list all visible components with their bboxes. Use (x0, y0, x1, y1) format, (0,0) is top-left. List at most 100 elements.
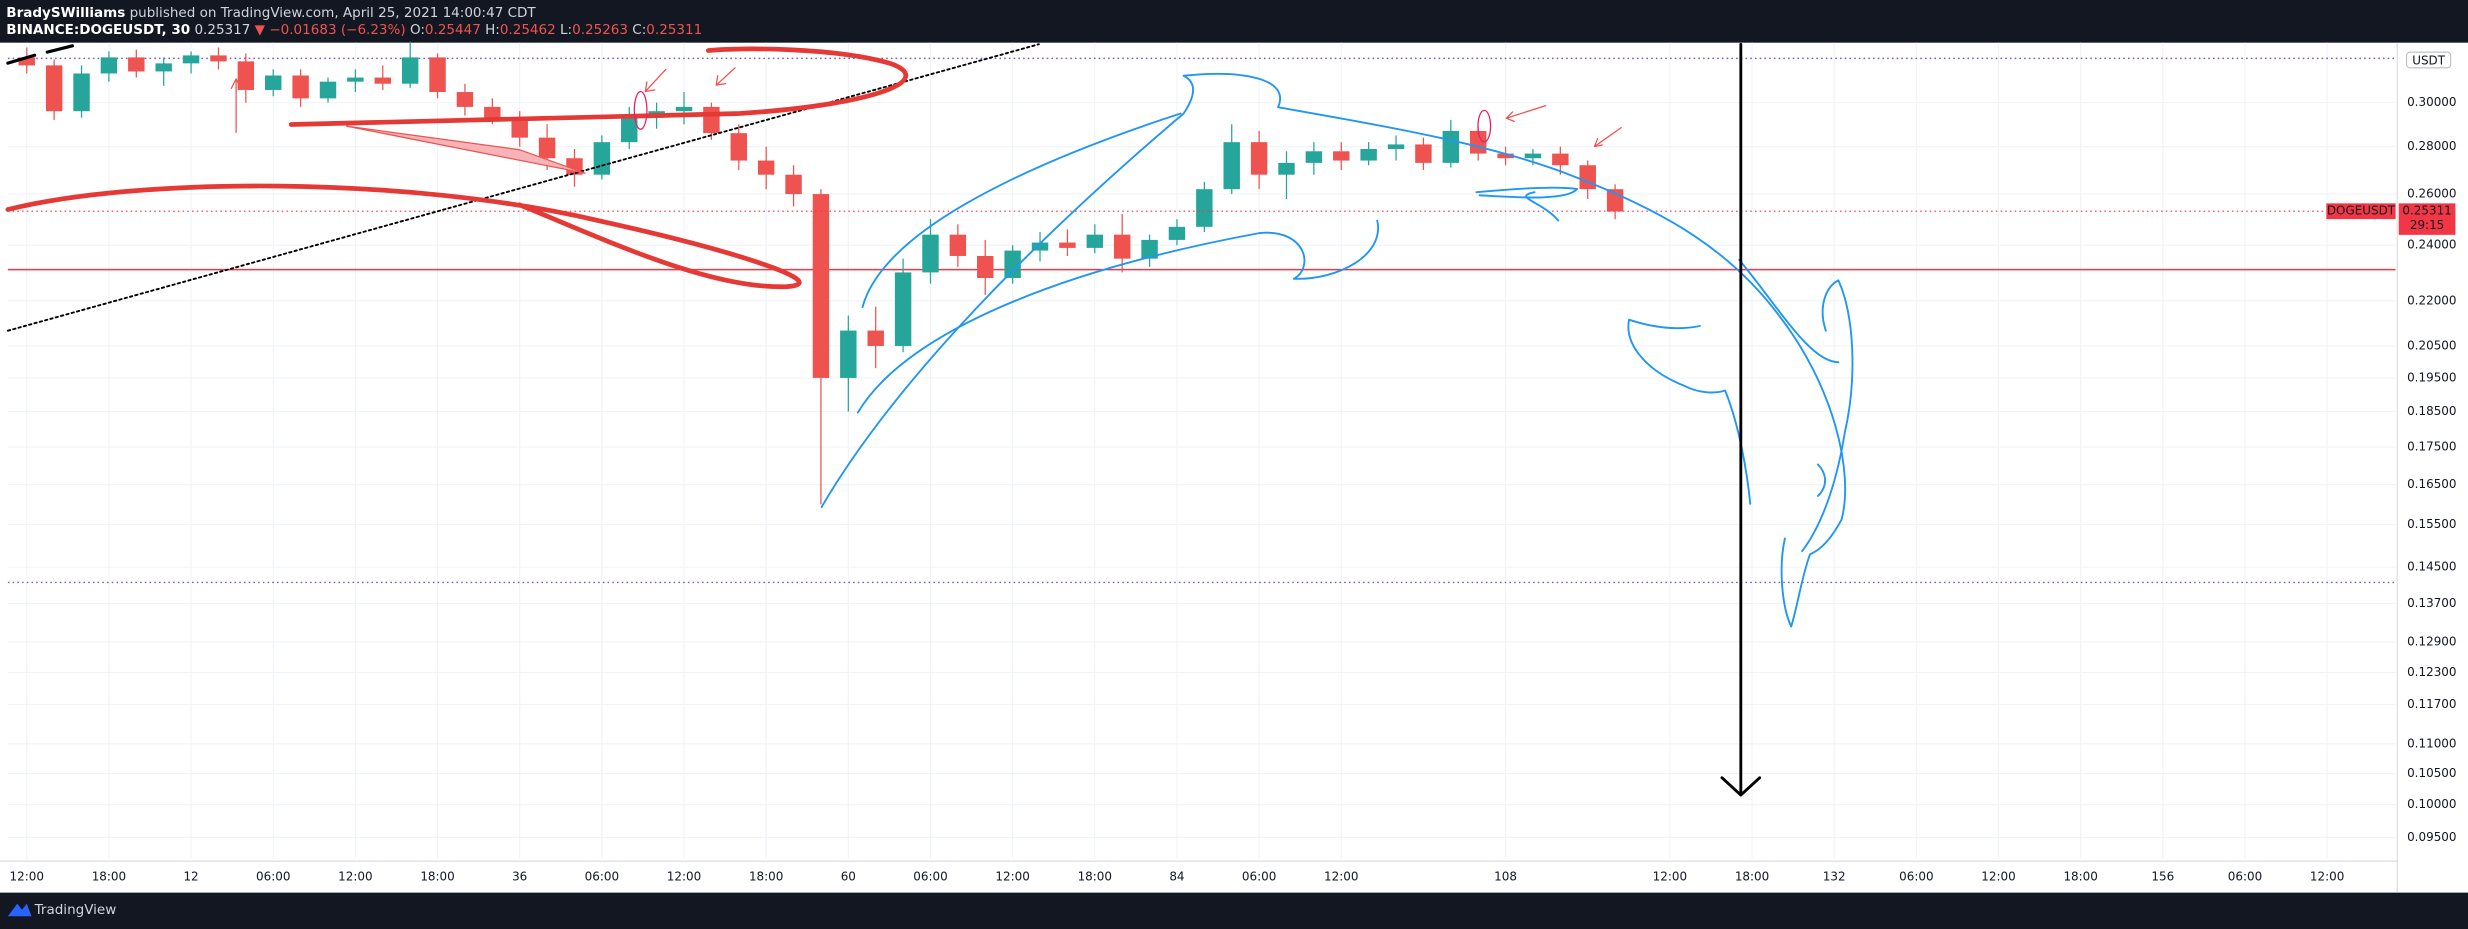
x-tick-label: 06:00 (256, 869, 290, 883)
candle-body (1360, 148, 1377, 161)
x-tick-label: 156 (2151, 869, 2174, 883)
candle-body (1278, 162, 1295, 175)
o-label: O: (410, 22, 425, 38)
x-tick-label: 12:00 (1981, 869, 2015, 883)
header-line-1: BradySWilliams published on TradingView.… (6, 5, 536, 21)
y-tick-label: 0.20500 (2407, 338, 2456, 352)
x-tick-label: 36 (512, 869, 527, 883)
candle-body (1031, 242, 1049, 251)
candle-body (1113, 234, 1131, 259)
candle-body (374, 77, 391, 84)
candle-body (1223, 142, 1240, 190)
candle-body (1196, 189, 1213, 227)
author: BradySWilliams (6, 5, 125, 21)
candle-body (210, 55, 227, 62)
x-tick-label: 108 (1494, 869, 1517, 883)
trend-line (6, 43, 1040, 332)
ellipse-top (288, 46, 909, 127)
candle-body (347, 77, 364, 82)
published: published on TradingView.com, April 25, … (130, 5, 537, 21)
x-tick-label: 18:00 (1078, 869, 1112, 883)
x-tick-label: 84 (1169, 869, 1184, 883)
candle-body (1442, 130, 1460, 163)
l-label: L: (560, 22, 572, 38)
candle-body (319, 81, 337, 99)
candle-body (73, 73, 90, 112)
x-tick-label: 12:00 (995, 869, 1029, 883)
x-tick-label: 06:00 (585, 869, 619, 883)
candle-body (785, 174, 802, 195)
candle-body (265, 75, 282, 90)
y-tick-label: 0.10500 (2407, 766, 2456, 780)
candle-body (1552, 153, 1569, 166)
candle-body (977, 255, 994, 278)
plot (7, 41, 2396, 858)
x-tick-label: 12:00 (1324, 869, 1358, 883)
symbol-label: DOGEUSDT (2327, 204, 2396, 218)
price: 0.25317 (194, 22, 250, 38)
candle-body (45, 65, 63, 112)
x-tick-label: 06:00 (1242, 869, 1276, 883)
arrows (230, 67, 1622, 148)
brand: TradingView (34, 902, 117, 918)
candle-body (1086, 234, 1104, 248)
y-tick-label: 0.16500 (2407, 477, 2456, 491)
x-tick-label: 06:00 (2228, 869, 2262, 883)
candle-body (949, 234, 967, 256)
candle-body (1497, 153, 1514, 159)
candle-body (757, 160, 775, 175)
candle-body (1004, 250, 1021, 278)
highlight (633, 90, 648, 130)
candle-body (593, 142, 611, 175)
candle-body (730, 133, 747, 161)
candle-body (1250, 142, 1268, 175)
candle-body (1168, 226, 1186, 240)
candle-body (292, 75, 309, 99)
countdown-label: 29:15 (2410, 218, 2444, 232)
y-tick-label: 0.19500 (2407, 370, 2456, 384)
x-tick-label: 12:00 (1653, 869, 1687, 883)
x-tick-label: 18:00 (1735, 869, 1769, 883)
candle-body (1524, 153, 1542, 159)
x-tick-label: 18:00 (749, 869, 783, 883)
symbol: BINANCE:DOGEUSDT, 30 (6, 22, 190, 38)
drawings (5, 42, 1854, 797)
h-value: 0.25462 (500, 22, 556, 38)
header-line-2: BINANCE:DOGEUSDT, 30 0.25317 ▼ −0.01683 … (6, 22, 702, 38)
y-tick-label: 0.18500 (2407, 404, 2456, 418)
x-tick-label: 06:00 (913, 869, 947, 883)
x-tick-label: 12:00 (10, 869, 44, 883)
candle-body (840, 330, 857, 378)
y-tick-label: 0.11000 (2407, 736, 2456, 750)
y-tick-label: 0.15500 (2407, 517, 2456, 531)
x-tick-label: 18:00 (420, 869, 454, 883)
candle-body (675, 106, 693, 112)
y-tick-label: 0.09500 (2407, 830, 2456, 844)
ellipse-big (5, 183, 802, 290)
symbol-badge (2326, 203, 2396, 220)
price-badge (2398, 203, 2456, 235)
axes: USDT 0.30000 0.28000 0.26000 0.24000 0.22000… (10, 51, 2457, 883)
footer: TradingView (7, 902, 117, 918)
y-tick-label: 0.12300 (2407, 665, 2456, 679)
candle-body (922, 234, 939, 273)
candle-body (621, 117, 638, 143)
candle-body (867, 330, 884, 346)
candle-body (155, 63, 172, 72)
y-tick-label: 0.22000 (2407, 293, 2456, 307)
candle-body (18, 57, 35, 66)
y-tick-label: 0.13700 (2407, 596, 2456, 610)
candle-body (456, 92, 474, 107)
candle-body (812, 194, 830, 378)
c-value: 0.25311 (646, 22, 702, 38)
grid (7, 42, 2396, 858)
y-tick-label: 0.11700 (2407, 697, 2456, 711)
triangle (346, 125, 586, 174)
c-label: C: (632, 22, 646, 38)
candle-body (429, 57, 446, 93)
candle-body (237, 61, 255, 90)
candle-body (128, 57, 145, 72)
candle-body (1305, 151, 1323, 163)
candle-body (538, 137, 556, 159)
